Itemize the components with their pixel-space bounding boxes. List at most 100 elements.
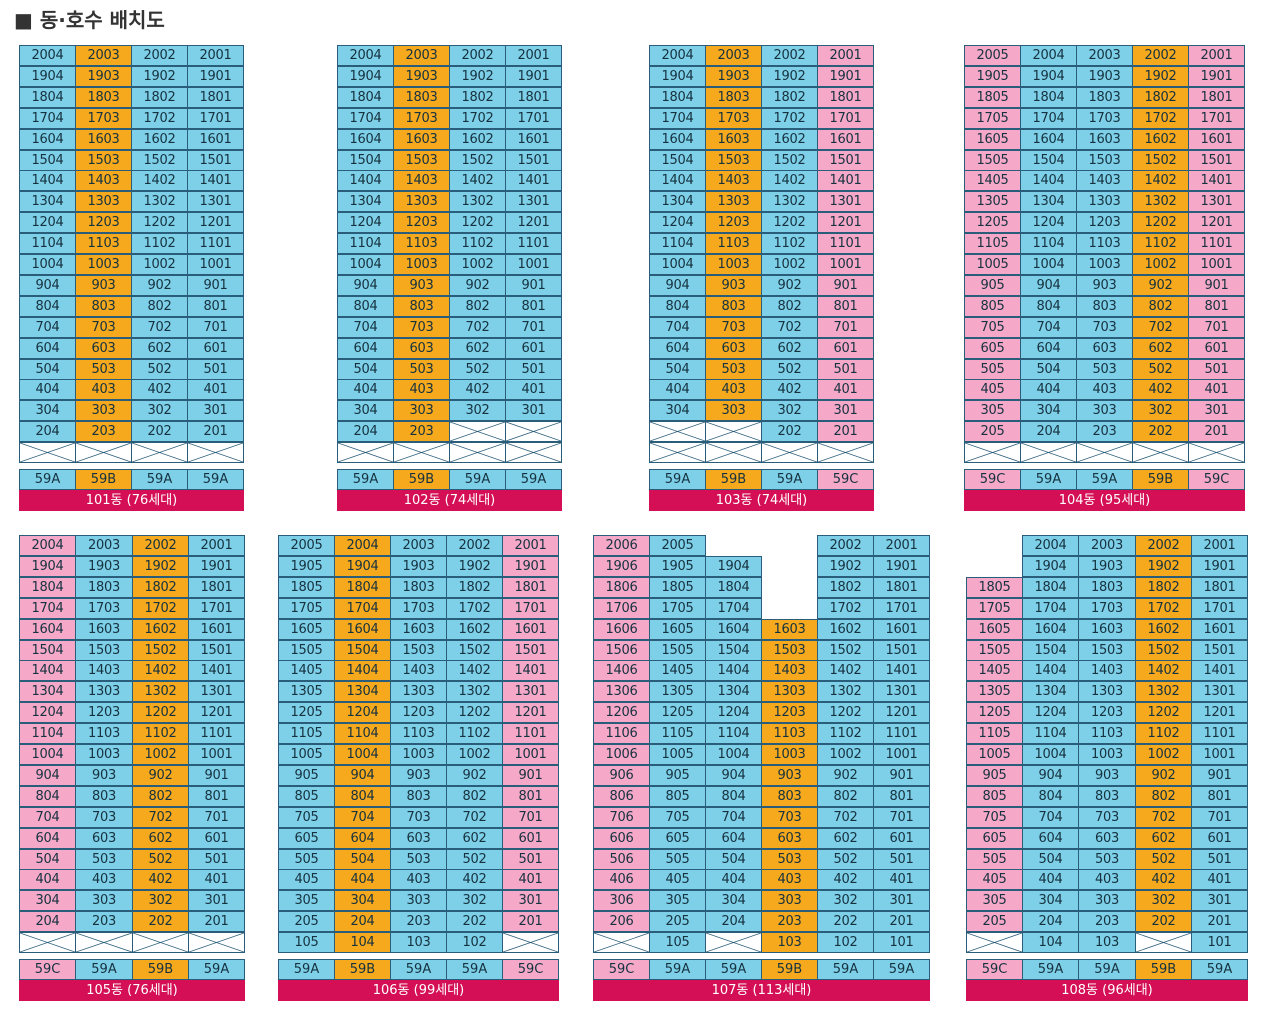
unit-cell: 606 xyxy=(593,828,650,849)
unit-cell: 702 xyxy=(1135,807,1192,828)
empty-unit-cell xyxy=(19,442,76,463)
unit-cell: 903 xyxy=(390,765,447,786)
unit-cell: 1701 xyxy=(502,598,559,619)
cross-icon xyxy=(762,443,817,462)
unit-cell: 1002 xyxy=(449,254,506,275)
unit-cell: 801 xyxy=(873,786,930,807)
unit-cell: 405 xyxy=(649,869,706,890)
unit-cell: 1203 xyxy=(705,212,762,233)
unit-cell: 904 xyxy=(19,275,76,296)
unit-cell: 1902 xyxy=(132,556,189,577)
unit-cell: 802 xyxy=(449,296,506,317)
unit-cell: 304 xyxy=(19,890,76,911)
unit-type-label: 59B xyxy=(334,959,391,980)
unit-cell: 1901 xyxy=(187,66,244,87)
unit-cell: 1602 xyxy=(132,619,189,640)
unit-cell: 1004 xyxy=(649,254,706,275)
unit-cell: 1602 xyxy=(449,129,506,150)
unit-cell: 403 xyxy=(1078,869,1136,890)
cross-icon xyxy=(506,443,561,462)
unit-cell: 704 xyxy=(19,807,76,828)
unit-cell: 1206 xyxy=(593,702,650,723)
unit-cell: 904 xyxy=(19,765,76,786)
unit-cell: 1804 xyxy=(705,577,762,598)
unit-cell: 1201 xyxy=(1191,702,1248,723)
unit-cell: 404 xyxy=(1022,869,1079,890)
unit-cell: 503 xyxy=(75,849,133,870)
unit-cell: 203 xyxy=(390,911,447,932)
unit-cell: 404 xyxy=(1020,379,1077,400)
unit-cell: 1201 xyxy=(502,702,559,723)
unit-cell: 304 xyxy=(705,890,762,911)
unit-cell: 1102 xyxy=(1135,723,1192,744)
unit-cell: 1505 xyxy=(278,640,335,661)
unit-cell: 704 xyxy=(334,807,391,828)
unit-cell: 1504 xyxy=(19,150,76,171)
cross-icon xyxy=(1189,443,1244,462)
unit-cell: 1801 xyxy=(187,87,244,108)
unit-cell: 1201 xyxy=(505,212,562,233)
unit-cell: 504 xyxy=(1020,359,1077,380)
empty-unit-cell xyxy=(449,442,506,463)
unit-cell: 1902 xyxy=(449,66,506,87)
unit-cell: 2004 xyxy=(334,535,391,556)
unit-cell: 503 xyxy=(761,849,818,870)
unit-cell: 1501 xyxy=(502,640,559,661)
unit-cell: 1403 xyxy=(1078,660,1136,681)
unit-cell: 205 xyxy=(278,911,335,932)
unit-cell: 604 xyxy=(334,828,391,849)
unit-cell: 1001 xyxy=(502,744,559,765)
unit-cell: 1204 xyxy=(1020,212,1077,233)
unit-cell: 302 xyxy=(446,890,503,911)
unit-cell: 1805 xyxy=(278,577,335,598)
unit-cell: 2003 xyxy=(75,45,132,66)
empty-unit-cell xyxy=(393,442,450,463)
unit-cell: 1201 xyxy=(1188,212,1245,233)
unit-cell: 1801 xyxy=(873,577,930,598)
unit-cell: 1104 xyxy=(1020,233,1077,254)
empty-unit-cell xyxy=(964,442,1021,463)
unit-cell: 902 xyxy=(446,765,503,786)
unit-cell: 501 xyxy=(505,359,562,380)
building-name-label: 104동 (95세대) xyxy=(964,490,1245,511)
unit-cell: 301 xyxy=(873,890,930,911)
unit-cell: 2002 xyxy=(449,45,506,66)
unit-cell: 1901 xyxy=(1188,66,1245,87)
unit-cell: 603 xyxy=(705,338,762,359)
unit-cell: 704 xyxy=(1022,807,1079,828)
unit-cell: 1503 xyxy=(705,150,762,171)
unit-cell: 1302 xyxy=(1135,681,1192,702)
unit-cell: 601 xyxy=(505,338,562,359)
unit-cell: 601 xyxy=(1191,828,1248,849)
unit-cell: 305 xyxy=(649,890,706,911)
unit-cell: 1601 xyxy=(1188,129,1245,150)
cross-icon xyxy=(20,443,75,462)
unit-cell: 1104 xyxy=(19,723,76,744)
cross-icon xyxy=(189,933,244,952)
unit-cell: 806 xyxy=(593,786,650,807)
unit-cell: 1802 xyxy=(1135,577,1192,598)
unit-cell: 304 xyxy=(1020,400,1077,421)
unit-cell: 2001 xyxy=(1191,535,1248,556)
unit-cell: 2001 xyxy=(817,45,874,66)
unit-cell: 1705 xyxy=(966,598,1023,619)
unit-cell: 1304 xyxy=(1020,191,1077,212)
unit-cell: 1103 xyxy=(390,723,447,744)
unit-cell: 902 xyxy=(131,275,188,296)
unit-cell: 502 xyxy=(1132,359,1189,380)
unit-cell: 1304 xyxy=(649,191,706,212)
building-name-label: 105동 (76세대) xyxy=(19,980,245,1001)
unit-cell: 1405 xyxy=(966,660,1023,681)
unit-cell: 1203 xyxy=(1076,212,1133,233)
unit-cell: 1501 xyxy=(817,150,874,171)
unit-cell: 1501 xyxy=(188,640,245,661)
unit-cell: 702 xyxy=(132,807,189,828)
unit-cell: 901 xyxy=(505,275,562,296)
unit-cell: 1701 xyxy=(1191,598,1248,619)
unit-cell: 1502 xyxy=(1135,640,1192,661)
unit-cell: 301 xyxy=(817,400,874,421)
unit-cell: 1105 xyxy=(966,723,1023,744)
unit-cell: 1201 xyxy=(188,702,245,723)
unit-cell: 2004 xyxy=(337,45,394,66)
unit-cell: 1302 xyxy=(132,681,189,702)
